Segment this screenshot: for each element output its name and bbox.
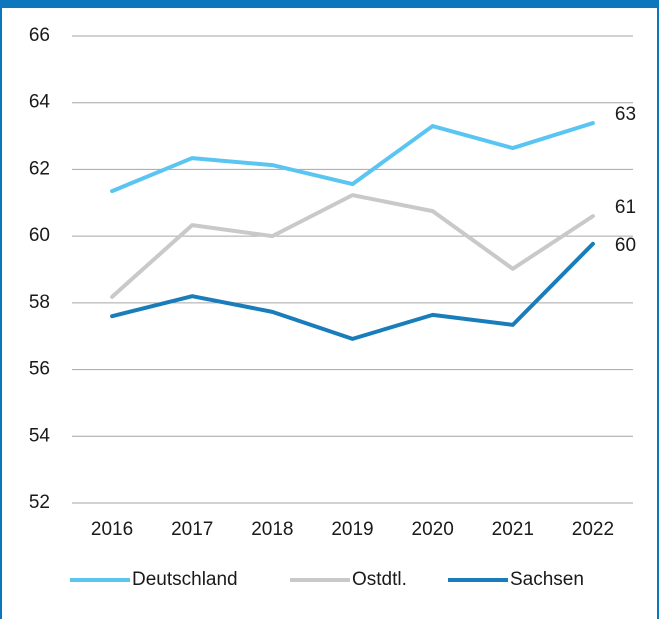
y-tick-label: 62 [29,158,50,179]
y-tick-label: 64 [29,92,51,113]
legend-label: Sachsen [510,569,584,590]
x-tick-label: 2018 [251,519,293,540]
x-tick-label: 2021 [492,519,534,540]
left-border [0,0,2,619]
y-tick-label: 58 [29,292,50,313]
x-tick-label: 2022 [572,519,614,540]
series-line [110,121,595,194]
x-tick-label: 2017 [171,519,213,540]
data-label: 61 [615,197,636,218]
x-tick-label: 2019 [331,519,373,540]
top-border [0,0,659,8]
legend-label: Ostdtl. [352,569,407,590]
series-line [110,241,595,341]
y-tick-label: 56 [29,359,50,380]
y-tick-label: 52 [29,492,50,513]
data-label: 60 [615,235,636,256]
series-line [110,193,595,299]
legend-label: Deutschland [132,569,238,590]
data-label: 63 [615,104,636,125]
y-tick-label: 66 [29,25,50,46]
x-tick-label: 2020 [412,519,454,540]
y-tick-label: 60 [29,225,50,246]
y-tick-label: 54 [29,425,51,446]
x-tick-label: 2016 [91,519,133,540]
right-border [657,0,659,619]
